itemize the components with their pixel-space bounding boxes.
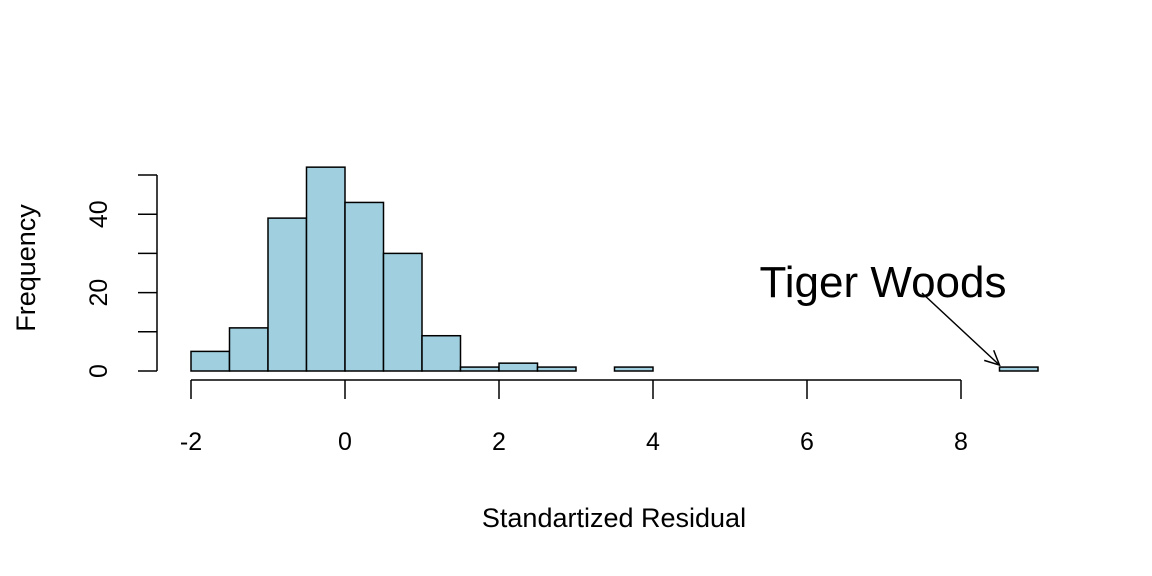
histogram-bar — [344, 201, 385, 372]
histogram-bar — [267, 217, 308, 372]
x-tick-label: 8 — [954, 428, 968, 456]
y-tick-label: 0 — [85, 364, 113, 378]
histogram-bar — [498, 362, 539, 372]
annotation-arrowhead — [983, 349, 1001, 367]
histogram-bar — [536, 366, 577, 372]
x-tick-label: 4 — [646, 428, 660, 456]
y-tick-label: 40 — [85, 200, 113, 228]
histogram-bar — [190, 350, 231, 372]
histogram-bar — [382, 252, 423, 372]
histogram-bar — [459, 366, 500, 372]
x-axis: -2 0 2 4 6 8 — [180, 379, 968, 456]
x-axis-title: Standartized Residual — [482, 503, 746, 533]
annotation-arrow — [921, 292, 1001, 366]
histogram-bar — [998, 366, 1039, 372]
x-tick-label: 0 — [338, 428, 352, 456]
y-axis: 0 20 40 — [85, 174, 158, 378]
histogram-bar — [613, 366, 654, 372]
bars-group — [190, 166, 1039, 372]
histogram-bar — [421, 334, 462, 372]
y-tick-label: 20 — [85, 279, 113, 307]
annotation-group: Tiger Woods — [760, 258, 1007, 367]
histogram-bar — [228, 327, 269, 372]
x-tick-label: 6 — [800, 428, 814, 456]
histogram-bar — [305, 166, 346, 372]
annotation-label: Tiger Woods — [760, 258, 1007, 307]
x-tick-label: 2 — [492, 428, 506, 456]
x-tick-label: -2 — [180, 428, 202, 456]
y-axis-title: Frequency — [11, 204, 41, 332]
